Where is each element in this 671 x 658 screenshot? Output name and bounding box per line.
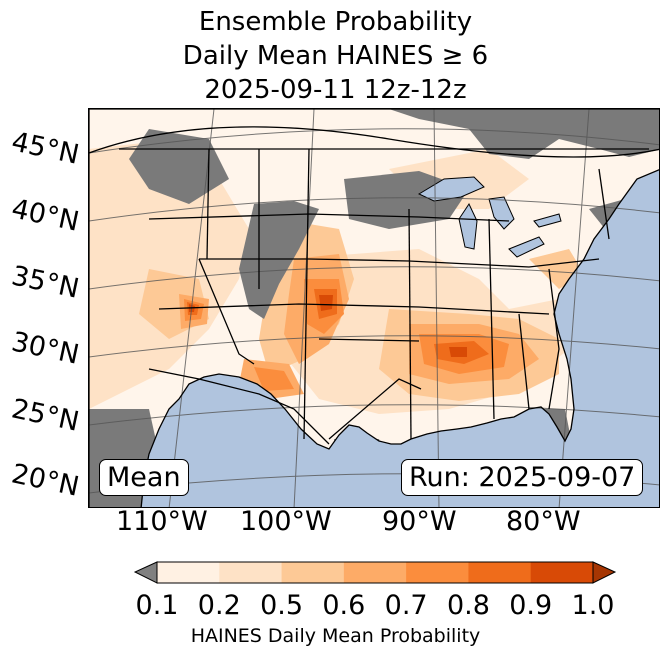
colorbar-tick-label: 0.8 (446, 590, 490, 621)
lon-label-90: 90°W (382, 506, 457, 537)
colorbar-segment (406, 562, 469, 583)
colorbar-tick-label: 0.9 (509, 590, 553, 621)
colorbar-tick-label: 0.1 (135, 590, 179, 621)
country-border-south (148, 368, 330, 445)
colorbar-tick-label: 1.0 (571, 590, 615, 621)
colorbar-segment (343, 562, 407, 583)
colorbar-segment (468, 562, 532, 583)
colorbar-label: HAINES Daily Mean Probability (190, 625, 481, 647)
colorbar-segment (157, 562, 220, 583)
run-label-box: Run: 2025-09-07 (401, 459, 644, 496)
colorbar-segment (530, 562, 594, 583)
colorbar-segment (281, 562, 345, 583)
colorbar-segment (219, 562, 283, 583)
lon-label-80: 80°W (506, 506, 581, 537)
map-canvas (89, 109, 659, 507)
colorbar-over-arrow (592, 561, 617, 584)
colorbar-outline (156, 561, 594, 584)
colorbar (133, 561, 617, 584)
colorbar-tick-label: 0.2 (197, 590, 241, 621)
colorbar-tick-label: 0.7 (384, 590, 428, 621)
prob-field-0-9 (189, 295, 467, 357)
title-line-1: Ensemble Probability (198, 7, 473, 37)
title-line-2: Daily Mean HAINES ≥ 6 (182, 41, 489, 71)
stat-label-box: Mean (99, 459, 189, 496)
colorbar-tick-label: 0.5 (260, 590, 304, 621)
probability-map: Mean Run: 2025-09-07 (88, 108, 660, 508)
state-borders (119, 148, 649, 440)
lon-label-100: 100°W (240, 506, 332, 537)
title-line-3: 2025-09-11 12z-12z (204, 75, 467, 105)
colorbar-segments (157, 562, 594, 583)
colorbar-under-arrow (133, 561, 158, 584)
colorbar-tick-label: 0.6 (322, 590, 366, 621)
country-border-north (89, 126, 659, 158)
lon-label-110: 110°W (116, 506, 208, 537)
